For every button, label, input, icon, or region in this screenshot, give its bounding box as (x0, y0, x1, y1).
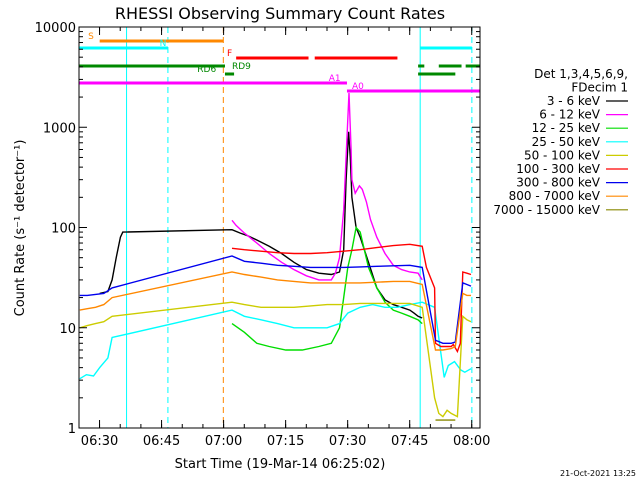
flag-label-0: S (88, 32, 94, 42)
flag-label-2: F (227, 49, 232, 59)
legend-label-8: 7000 - 15000 keV (493, 203, 600, 217)
series-line-4 (79, 301, 472, 418)
timestamp: 21-Oct-2021 13:25 (560, 469, 636, 478)
legend-label-1: 6 - 12 keV (539, 108, 601, 122)
series-line-5 (231, 243, 472, 354)
flag-label-3: RD9 (232, 62, 251, 72)
legend-title-line: FDecim 1 (571, 81, 628, 95)
axis-ticks: 06:30 06:45 07:00 07:15 07:30 07:45 08:00 1 10 10… (35, 21, 491, 449)
flag-label-4: RD6 (197, 65, 216, 75)
x-tick-label-4: 07:30 (329, 434, 366, 449)
series-line-7 (79, 271, 471, 351)
y-tick-label-4: 10000 (35, 21, 76, 36)
series-lines (79, 92, 472, 421)
vertical-markers (126, 27, 473, 428)
chart-title: RHESSI Observing Summary Count Rates (115, 4, 445, 23)
flag-label-5: A1 (329, 74, 341, 84)
x-tick-label-6: 08:00 (453, 434, 490, 449)
legend-label-0: 3 - 6 keV (547, 94, 601, 108)
x-tick-label-3: 07:15 (267, 434, 304, 449)
series-line-6 (79, 255, 472, 344)
legend-title-line: Det 1,3,4,5,6,9, (534, 67, 628, 81)
y-axis-label: Count Rate (s⁻¹ detector⁻¹) (13, 140, 28, 317)
series-line-1 (231, 92, 423, 281)
x-tick-label-0: 06:30 (81, 434, 118, 449)
x-tick-label-5: 07:45 (391, 434, 428, 449)
legend-label-5: 100 - 300 keV (516, 162, 600, 176)
y-tick-label-1: 10 (59, 322, 76, 337)
legend-label-7: 800 - 7000 keV (509, 189, 601, 203)
legend-label-2: 12 - 25 keV (532, 121, 601, 135)
x-axis-label: Start Time (19-Mar-14 06:25:02) (175, 457, 386, 472)
legend-label-4: 50 - 100 keV (524, 148, 601, 162)
legend-label-3: 25 - 50 keV (532, 135, 601, 149)
y-tick-label-3: 1000 (43, 121, 76, 136)
series-line-2 (231, 225, 423, 351)
legend-label-6: 300 - 800 keV (516, 176, 600, 190)
flag-label-1: N (160, 39, 167, 49)
y-tick-label-2: 100 (51, 222, 76, 237)
series-line-3 (79, 301, 472, 380)
y-tick-label-0: 1 (68, 422, 76, 437)
flag-label-6: A0 (352, 82, 364, 92)
x-tick-label-2: 07:00 (205, 434, 242, 449)
x-tick-label-1: 06:45 (143, 434, 180, 449)
